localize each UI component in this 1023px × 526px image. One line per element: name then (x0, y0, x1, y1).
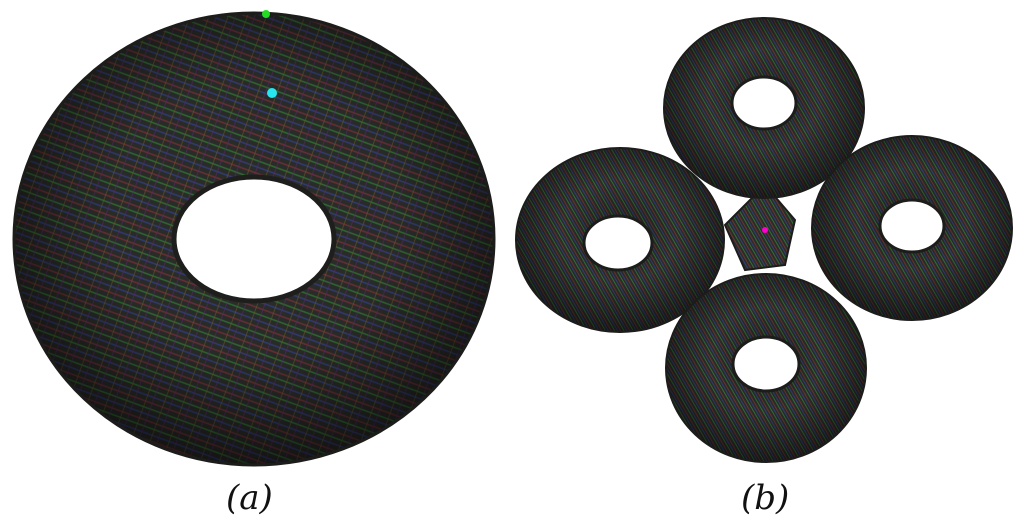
torus-b-bottom (665, 273, 867, 463)
torus-a-hole-edge (171, 174, 337, 304)
torus-a (12, 11, 496, 467)
torus-b-top (663, 17, 865, 199)
caption-b: (b) (741, 478, 790, 518)
hub-center (723, 183, 797, 272)
marker-green-dot (262, 10, 270, 18)
marker-magenta-dot (762, 227, 768, 233)
marker-cyan-dot (267, 88, 277, 98)
torus-b-right (811, 135, 1013, 321)
four-torus-b (515, 17, 1013, 463)
torus-b-left (515, 147, 725, 333)
caption-a: (a) (226, 478, 273, 518)
